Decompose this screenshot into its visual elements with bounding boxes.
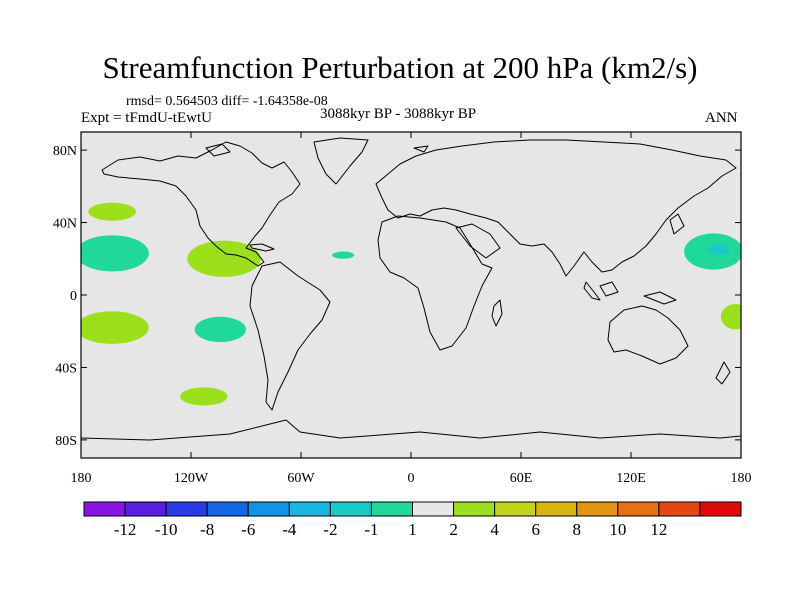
stats-line: rmsd= 0.564503 diff= -1.64358e-08 [126, 94, 328, 109]
colorbar-bin [412, 501, 455, 517]
colorbar-bin [247, 501, 290, 517]
colorbar-bin [494, 501, 537, 517]
sumatra-coast [583, 281, 601, 301]
x-tick-label: 60W [287, 471, 315, 486]
colorbar-bin [617, 501, 660, 517]
y-tick-label: 80S [55, 434, 77, 449]
y-tick-label: 0 [70, 289, 77, 304]
anomaly-south-pacific-positive [81, 311, 149, 344]
x-tick-label: 180 [731, 471, 752, 486]
x-tick-label: 180 [71, 471, 92, 486]
colorbar-label: -1 [364, 520, 378, 539]
colorbar-bin [535, 501, 578, 517]
colorbar-bin [658, 501, 701, 517]
anomaly-southern-ocean-positive [180, 387, 228, 406]
y-tick-label: 40N [53, 217, 77, 232]
season-label: ANN [705, 110, 738, 126]
colorbar-bin [83, 501, 126, 517]
arctic-archipelago-coast [205, 143, 231, 157]
arabia-coast [455, 223, 501, 259]
anomaly-north-pacific-positive [88, 202, 136, 221]
colorbar-label: -10 [155, 520, 178, 539]
x-tick-label: 60E [510, 471, 533, 486]
x-tick-label: 120E [616, 471, 646, 486]
colorbar-label: 4 [490, 520, 499, 539]
caribbean-coast [249, 243, 275, 252]
colorbar-bin [699, 501, 742, 517]
colorbar-label: -2 [323, 520, 337, 539]
anomaly-atlantic-negative [332, 251, 355, 259]
colorbar-bin [165, 501, 208, 517]
south-america-coast [249, 261, 331, 411]
colorbar-label: -4 [282, 520, 297, 539]
x-tick-label: 0 [408, 471, 415, 486]
colorbar-label: 6 [531, 520, 540, 539]
period-label: 3088kyr BP - 3088kyr BP [320, 106, 477, 122]
antarctica-coast [81, 419, 741, 441]
chart-title: Streamfunction Perturbation at 200 hPa (… [102, 50, 698, 85]
y-tick-label: 80N [53, 144, 77, 159]
colorbar-bin [329, 501, 372, 517]
anomaly-central-pacific-negative [81, 235, 149, 272]
north-america-coast [101, 141, 301, 267]
eurasia-coast [375, 139, 737, 277]
colorbar-bin [288, 501, 331, 517]
colorbar-label: 8 [573, 520, 582, 539]
colorbar-label: 12 [650, 520, 667, 539]
colorbar-label: 2 [449, 520, 458, 539]
colorbar-bin [370, 501, 413, 517]
anomaly-layer [81, 202, 741, 406]
colorbar-label: -6 [241, 520, 255, 539]
greenland-coast [313, 137, 369, 185]
y-axis: 80N 40N 0 40S 80S [53, 144, 741, 449]
anomaly-west-pacific-core [708, 244, 730, 256]
colorbar-label: -8 [200, 520, 214, 539]
colorbar-label: -12 [114, 520, 137, 539]
colorbar-bin [124, 501, 167, 517]
experiment-label: Expt = tFmdU-tEwtU [81, 110, 212, 126]
anomaly-coral-sea-positive [720, 304, 741, 330]
x-tick-label: 120W [174, 471, 209, 486]
colorbar-bin [576, 501, 619, 517]
colorbar-bin [453, 501, 496, 517]
colorbar-label: 10 [609, 520, 626, 539]
y-tick-label: 40S [55, 361, 77, 376]
new-guinea-coast [643, 291, 677, 305]
anomaly-east-pacific-negative [194, 316, 246, 343]
africa-coast [377, 215, 493, 351]
x-axis: 180 120W 60W 0 60E 120E 180 [71, 132, 752, 486]
coastlines [81, 137, 741, 441]
anomaly-mexico-positive [187, 240, 261, 277]
madagascar-coast [491, 299, 503, 327]
australia-coast [607, 305, 689, 365]
colorbar-label: 1 [408, 520, 417, 539]
japan-coast [669, 213, 685, 235]
new-zealand-coast [715, 361, 731, 385]
svalbard-coast [413, 145, 429, 153]
colorbar-bin [206, 501, 249, 517]
borneo-coast [599, 281, 619, 297]
